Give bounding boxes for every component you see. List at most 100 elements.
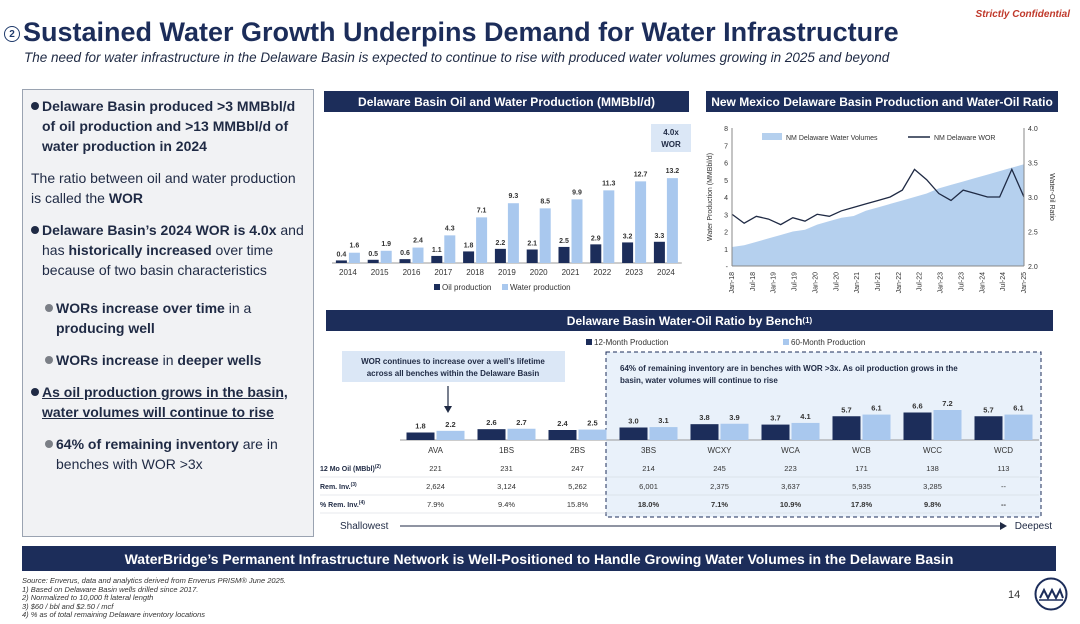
bullet-wor-bold2: historically increased (68, 242, 212, 258)
y2-axis-title: Water-Oil Ratio (1048, 173, 1055, 221)
legend-line-label: NM Delaware WOR (934, 135, 995, 142)
oil-bar (463, 251, 475, 263)
water-value-label: 7.1 (477, 207, 487, 214)
water-bar (635, 181, 647, 263)
year-tick-label: 2020 (530, 268, 548, 277)
callout-right: 64% of remaining inventory are in benche… (620, 364, 958, 385)
nm-production-wor-chart: - 1 2 3 4 5 6 7 8 2.0 2.5 3.0 3.5 4.0 Jan-18 Jul-18 Jan-… (707, 126, 1055, 294)
bar-12mo-label: 1.8 (415, 422, 425, 431)
x-tick-label: Jan-19 (771, 272, 778, 294)
oil-value-label: 0.6 (400, 250, 410, 257)
legend-12mo-label: 12-Month Production (594, 338, 668, 347)
callout-left-line1: WOR continues to increase over a well’s … (361, 357, 545, 366)
bar-60mo-label: 3.9 (729, 413, 739, 422)
oil-bar (335, 260, 347, 263)
table-row-label: 12 Mo Oil (MBbl)(2) (320, 464, 381, 473)
water-bar (444, 235, 456, 263)
page-title: Sustained Water Growth Underpins Demand … (23, 17, 899, 47)
oil-value-label: 1.1 (432, 247, 442, 254)
chart3-title-text: Delaware Basin Water-Oil Ratio by Bench (566, 313, 803, 328)
table-cell: 7.1% (711, 500, 728, 509)
sub-bullet-time-bold: WORs increase over time (56, 300, 225, 316)
oil-value-label: 3.2 (623, 233, 633, 240)
bar-60mo (1004, 414, 1033, 440)
oil-bar (653, 241, 665, 263)
callout-arrow-head (444, 406, 452, 413)
chart3-title: Delaware Basin Water-Oil Ratio by Bench(… (326, 310, 1053, 331)
bar-60mo (578, 429, 607, 440)
oil-value-label: 0.4 (337, 251, 347, 258)
bullet-dot (45, 304, 53, 312)
legend-area-label: NM Delaware Water Volumes (786, 135, 878, 142)
water-bar (348, 252, 360, 263)
legend-area-swatch (762, 133, 782, 140)
table-cell: 3,637 (781, 482, 800, 491)
bar-60mo-label: 2.7 (516, 418, 526, 427)
table-cell: 10.9% (780, 500, 802, 509)
y-tick-label: 2 (724, 230, 728, 237)
water-bar (571, 199, 583, 263)
legend-oil-swatch (434, 284, 440, 290)
bench-label: WCC (923, 446, 942, 455)
table-cell: 3,285 (923, 482, 942, 491)
sub-bullet-time-bold2: producing well (56, 320, 155, 336)
summary-panel: Delaware Basin produced >3 MMBbl/d of oi… (22, 89, 314, 537)
bullet-wor-post: over time because of two basin character… (42, 242, 274, 278)
x-tick-label: Jan-24 (979, 272, 986, 294)
oil-value-label: 0.5 (368, 251, 378, 258)
year-tick-label: 2023 (625, 268, 643, 277)
bar-12mo-label: 5.7 (841, 405, 851, 414)
table-cell: 5,262 (568, 482, 587, 491)
water-bar (412, 247, 424, 263)
sub-bullet-inventory: 64% of remaining inventory are in benche… (31, 434, 305, 474)
bar-12mo-label: 5.7 (983, 405, 993, 414)
y-tick-label: 1 (724, 247, 728, 254)
table-cell: 17.8% (851, 500, 873, 509)
bench-label: 1BS (499, 446, 514, 455)
table-cell: 113 (998, 464, 1010, 473)
bar-60mo (791, 422, 820, 440)
table-cell: 15.8% (567, 500, 589, 509)
legend-60mo-label: 60-Month Production (791, 338, 865, 347)
table-cell: 231 (500, 464, 513, 473)
bar-60mo-label: 2.5 (587, 419, 597, 428)
bench-label: 2BS (570, 446, 585, 455)
confidential-label: Strictly Confidential (975, 9, 1070, 20)
oil-water-production-chart: 0.41.6 2014 0.51.9 2015 0.62.4 2016 1.1 4.3 2017… (332, 124, 691, 292)
callout-left: WOR continues to increase over a well’s … (342, 351, 565, 382)
bullet-dot (31, 226, 39, 234)
year-tick-label: 2022 (593, 268, 611, 277)
bar-12mo-label: 2.4 (557, 419, 568, 428)
oil-value-label: 2.2 (496, 240, 506, 247)
oil-value-label: 2.5 (559, 238, 569, 245)
bar-12mo (832, 416, 861, 440)
footnotes: Source: Enverus, data and analytics deri… (22, 576, 286, 620)
y-tick-label: 8 (724, 126, 728, 133)
table-cell: 171 (855, 464, 868, 473)
legend-water-swatch (502, 284, 508, 290)
oil-value-label: 2.9 (591, 235, 601, 242)
bench-label: AVA (428, 446, 443, 455)
table-row-sup: (3) (351, 482, 357, 488)
wor-definition: The ratio between oil and water producti… (31, 168, 305, 208)
oil-bar (367, 259, 379, 263)
oil-bar (622, 242, 634, 263)
table-row-sup: (2) (375, 464, 381, 470)
table-cell: 5,935 (852, 482, 871, 491)
x-tick-label: Jul-22 (917, 272, 924, 291)
y2-tick-label: 3.0 (1028, 195, 1038, 202)
oil-bar (526, 249, 538, 263)
oil-bar (558, 246, 570, 263)
water-bar (380, 250, 392, 263)
bottom-banner: WaterBridge’s Permanent Infrastructure N… (22, 546, 1056, 571)
bullet-wor-bold: Delaware Basin’s 2024 WOR is 4.0x (42, 222, 277, 238)
highlight-region (605, 351, 1042, 518)
sub-bullet-depth-bold: WORs increase (56, 352, 159, 368)
section-number-badge: 2 (4, 26, 20, 42)
bar-12mo (690, 424, 719, 440)
x-tick-label: Jan-20 (812, 272, 819, 294)
oil-value-label: 1.8 (464, 242, 474, 249)
table-row-label: Rem. Inv.(3) (320, 482, 357, 491)
oil-bar (399, 259, 411, 263)
y2-tick-label: 2.0 (1028, 264, 1038, 271)
